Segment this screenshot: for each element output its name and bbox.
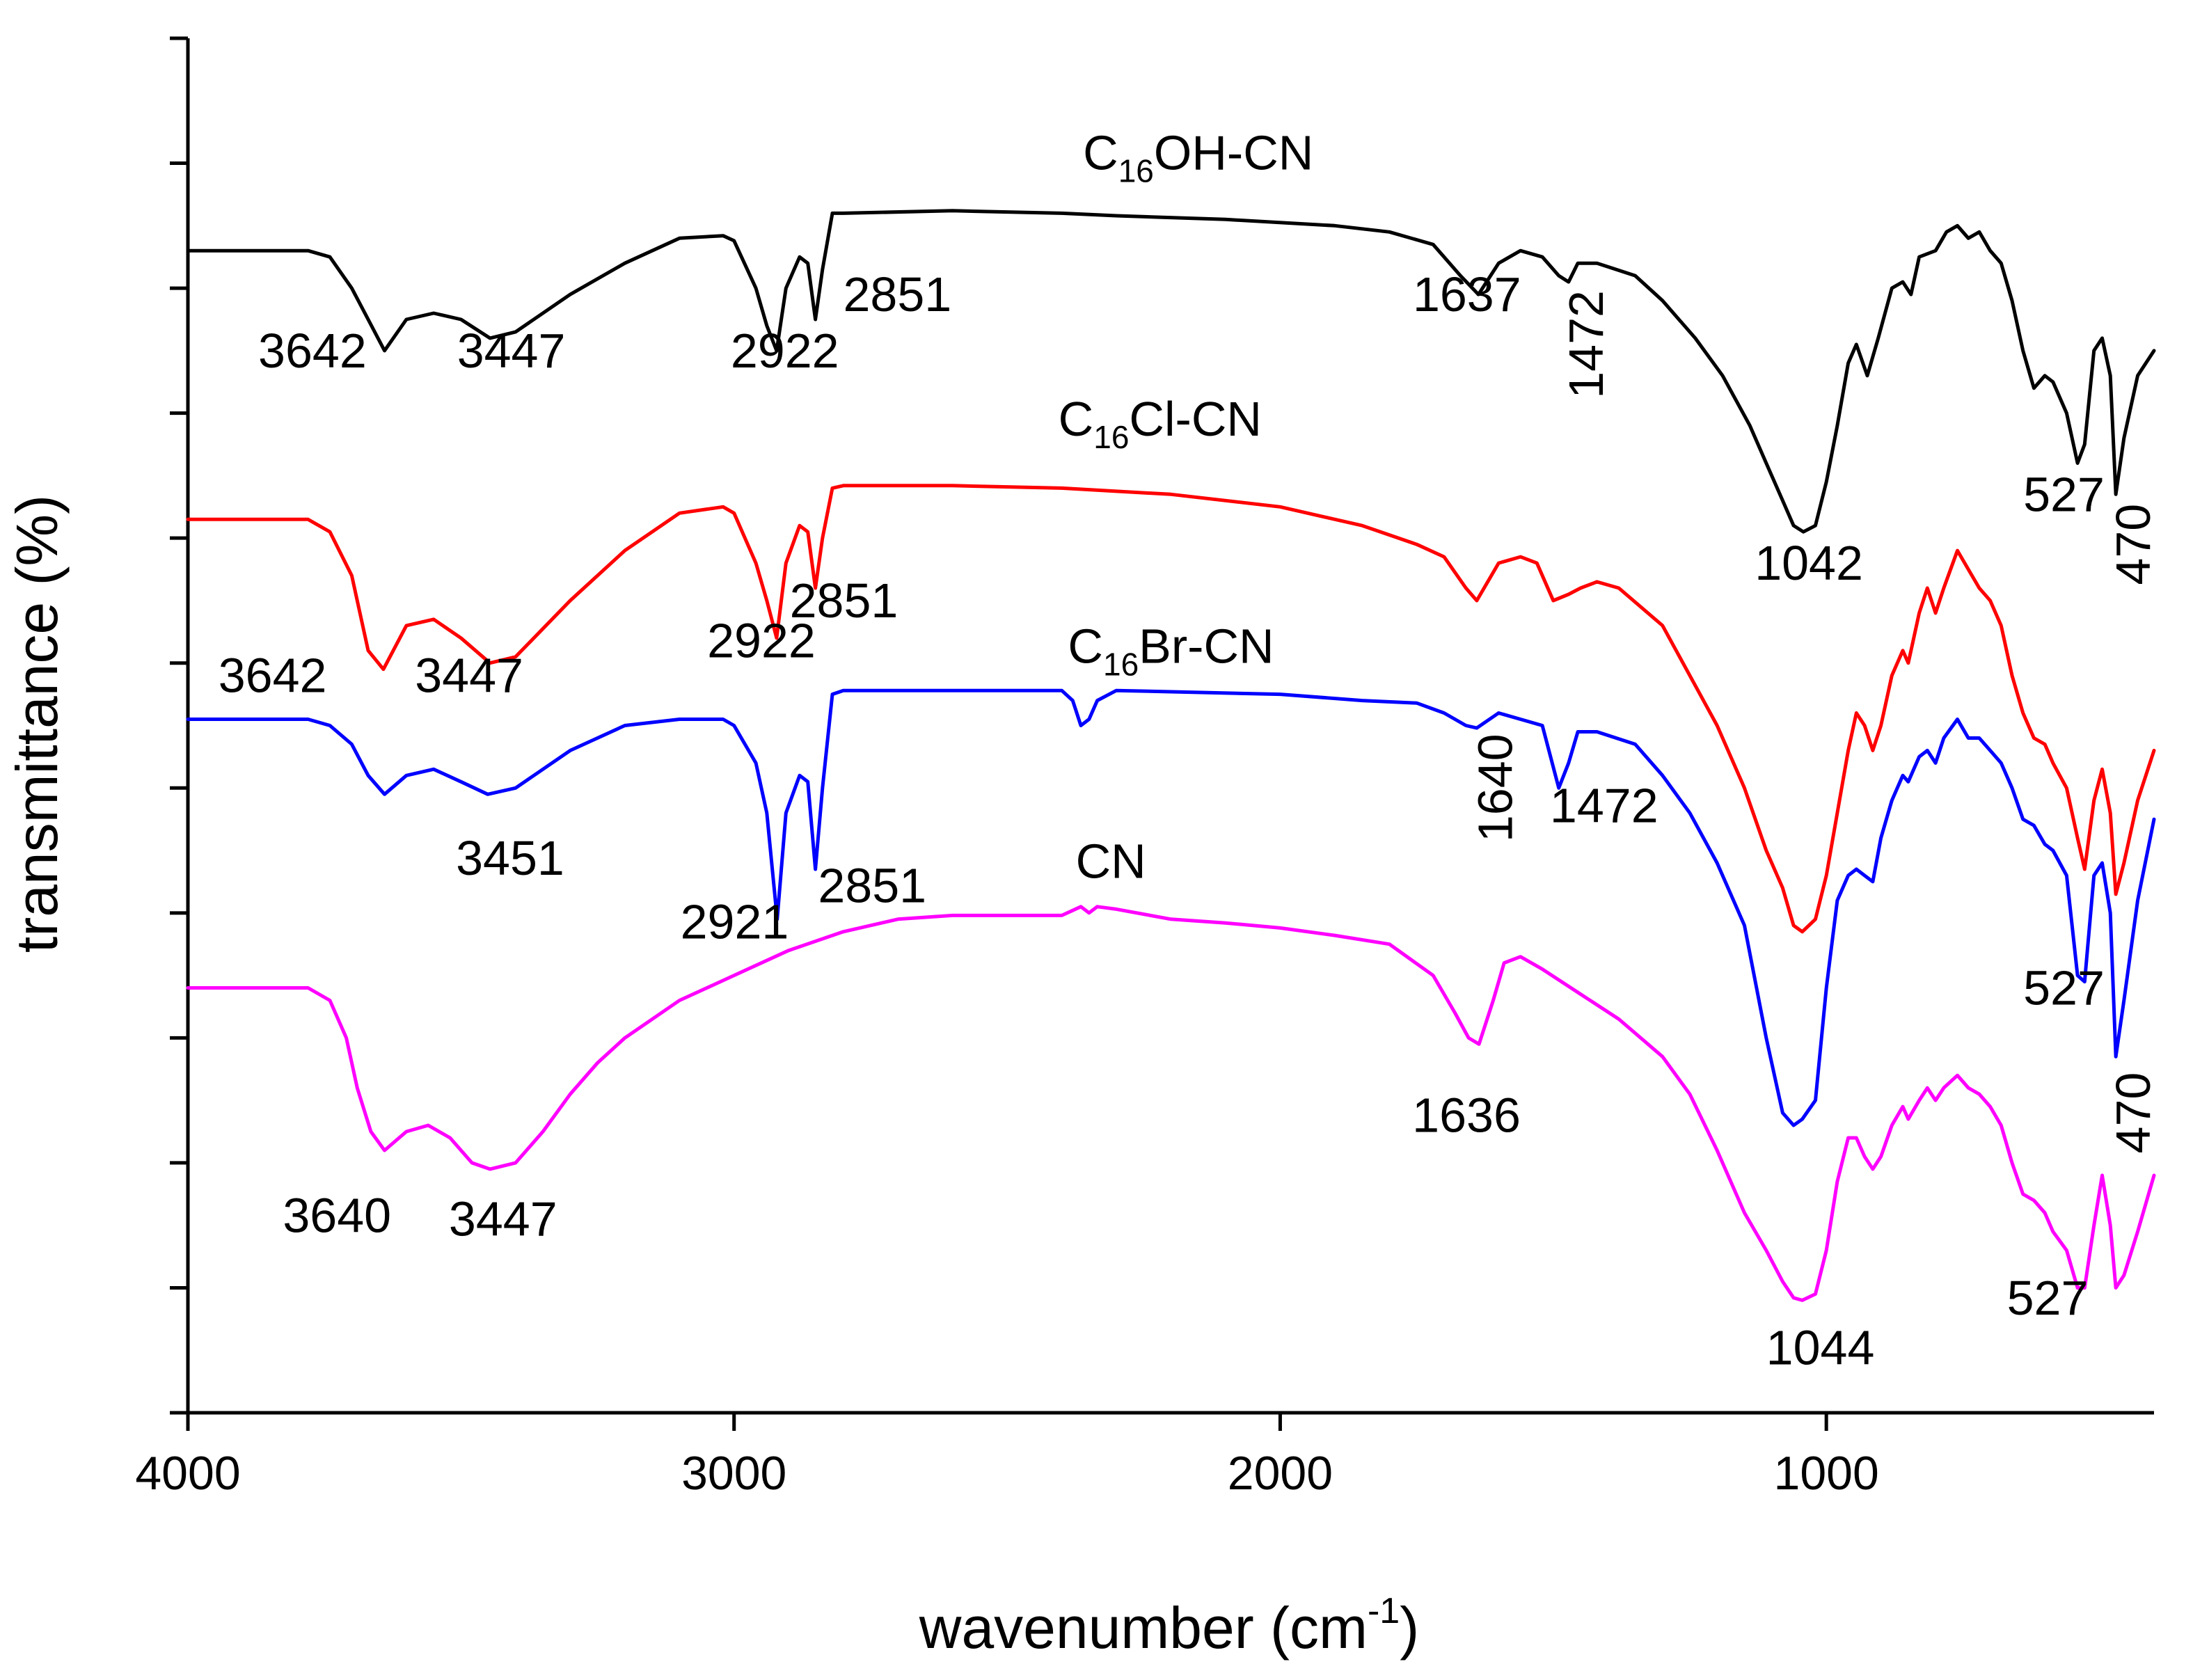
peak-label-527: 527 (2023, 467, 2105, 521)
peak-label-3447: 3447 (457, 324, 566, 378)
peak-label-470: 470 (2106, 1072, 2160, 1154)
y-axis-title: transmittance (%) (4, 495, 70, 953)
series-label-main: CN (1076, 834, 1146, 889)
x-tick-label: 3000 (681, 1447, 786, 1500)
peak-label-2851: 2851 (818, 858, 926, 912)
peak-label-527: 527 (2023, 961, 2105, 1015)
peak-label-1472: 1472 (1550, 778, 1658, 832)
series-label-subscript: 16 (1093, 419, 1129, 455)
series-line-3 (186, 905, 2156, 1302)
series-line-1 (186, 484, 2156, 934)
peak-label-2851: 2851 (843, 267, 951, 322)
peak-label-2851: 2851 (790, 573, 898, 628)
series-line-2 (186, 688, 2156, 1127)
series-label-main: C (1059, 392, 1094, 446)
peak-label-3642: 3642 (258, 324, 367, 378)
x-tick-label: 2000 (1228, 1447, 1333, 1500)
series-line-0 (186, 209, 2156, 534)
peak-label-2922: 2922 (707, 613, 816, 667)
series-label-2: C16Br-CN (1068, 619, 1274, 683)
x-axis-title-close: ) (1400, 1595, 1419, 1661)
series-label-3: CN (1076, 834, 1146, 889)
series-label-rest: Br-CN (1139, 619, 1274, 674)
peak-label-3447: 3447 (415, 649, 523, 703)
x-axis-title-superscript: -1 (1368, 1591, 1400, 1631)
peak-label-1640: 1640 (1468, 734, 1523, 842)
peak-label-1637: 1637 (1413, 267, 1521, 322)
x-tick-label: 4000 (135, 1447, 240, 1500)
peak-label-3640: 3640 (283, 1188, 391, 1242)
peak-label-2921: 2921 (681, 894, 789, 949)
peak-label-470: 470 (2106, 504, 2160, 585)
series-label-subscript: 16 (1118, 153, 1154, 189)
peak-label-3642: 3642 (219, 649, 327, 703)
series-label-0: C16OH-CN (1083, 126, 1313, 189)
peak-label-3451: 3451 (456, 831, 564, 885)
series-label-rest: OH-CN (1154, 126, 1313, 180)
series-label-main: C (1068, 619, 1103, 674)
peak-label-1636: 1636 (1412, 1088, 1521, 1143)
x-tick-label: 1000 (1774, 1447, 1879, 1500)
peak-label-2922: 2922 (731, 324, 839, 378)
series-label-subscript: 16 (1103, 647, 1139, 683)
axes: 4000 3000 2000 1000 (135, 36, 2154, 1500)
x-axis-title: wavenumber (cm-1) (919, 1591, 1419, 1661)
x-axis-title-main: wavenumber (cm (919, 1595, 1368, 1661)
peak-label-1472: 1472 (1559, 290, 1613, 399)
peak-label-1042: 1042 (1755, 536, 1863, 590)
peak-label-1044: 1044 (1766, 1321, 1875, 1375)
peak-label-527: 527 (2007, 1271, 2089, 1325)
peak-label-3447: 3447 (449, 1192, 557, 1246)
series-label-1: C16Cl-CN (1059, 392, 1262, 455)
series-label-rest: Cl-CN (1129, 392, 1262, 446)
series-label-main: C (1083, 126, 1118, 180)
